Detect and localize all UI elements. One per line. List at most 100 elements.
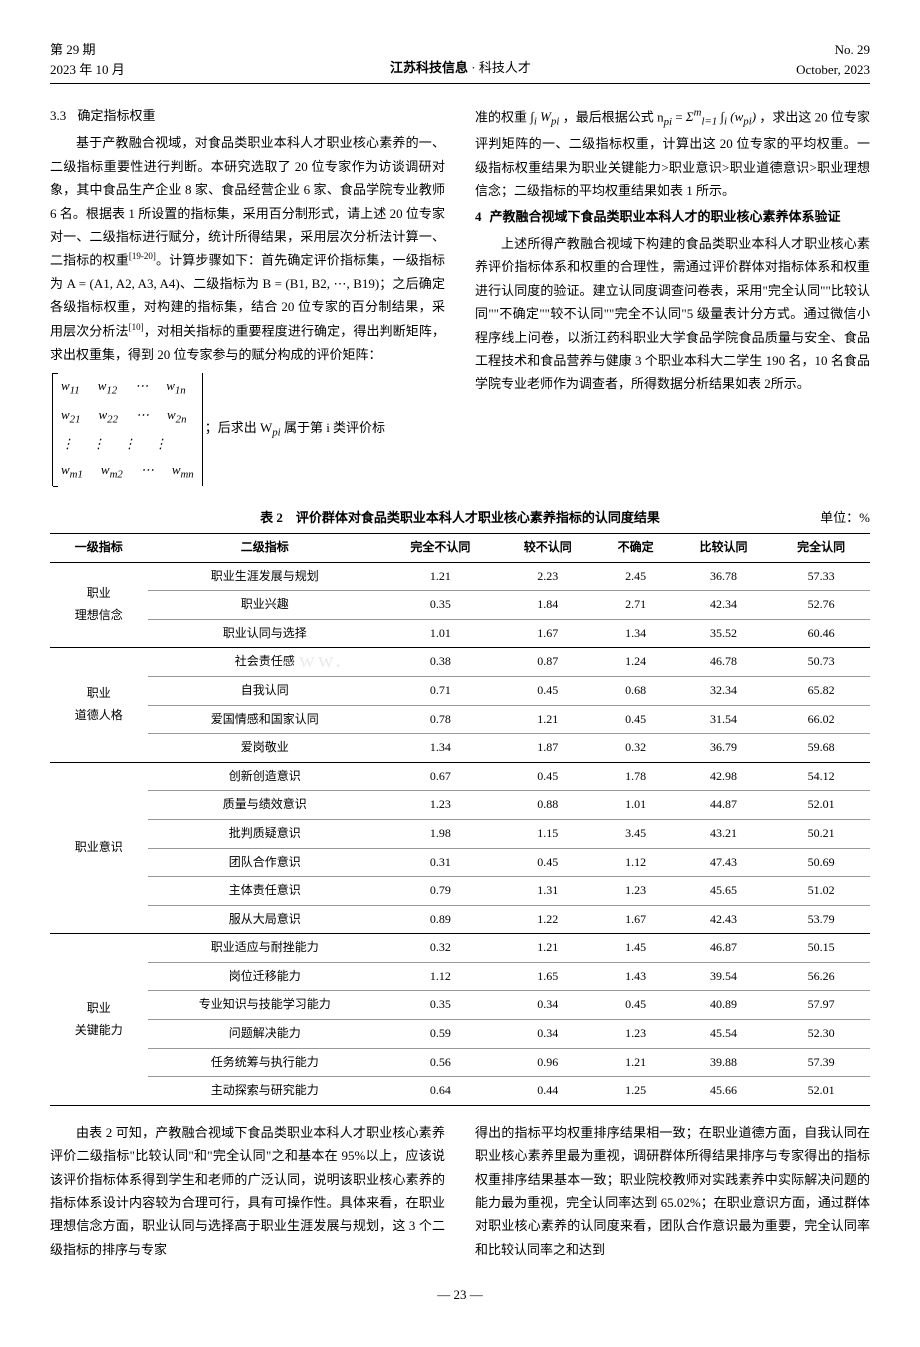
table-cell: 1.01 [597, 791, 675, 820]
table-cell: 42.98 [675, 762, 773, 791]
table-row: 自我认同0.710.450.6832.3465.82 [50, 676, 870, 705]
table-cell: 1.23 [597, 1020, 675, 1049]
table-cell: 57.33 [772, 562, 870, 591]
table-cell: 46.78 [675, 648, 773, 677]
table-cell: 1.15 [499, 819, 597, 848]
table-cell: 0.78 [382, 705, 499, 734]
table-cell: 0.71 [382, 676, 499, 705]
table-cell: 职业生涯发展与规划 [148, 562, 382, 591]
table-cell: 39.88 [675, 1048, 773, 1077]
left-p1: 基于产教融合视域，对食品类职业本科人才职业核心素养的一、二级指标重要性进行判断。… [50, 131, 445, 366]
table-cell: 65.82 [772, 676, 870, 705]
content-top: 3.3 确定指标权重 基于产教融合视域，对食品类职业本科人才职业核心素养的一、二… [50, 104, 870, 491]
header-left: 第 29 期 2023 年 10 月 [50, 40, 125, 79]
right-p2: 上述所得产教融合视域下构建的食品类职业本科人才职业核心素养评价指标体系和权重的合… [475, 232, 870, 396]
table-cell: 66.02 [772, 705, 870, 734]
table-cell: 1.65 [499, 962, 597, 991]
table-cell: 1.25 [597, 1077, 675, 1106]
table-row: 任务统筹与执行能力0.560.961.2139.8857.39 [50, 1048, 870, 1077]
table-cell: 2.71 [597, 591, 675, 620]
page-number: — 23 — [50, 1283, 870, 1306]
journal-name: 江苏科技信息 [390, 60, 468, 75]
table-cell: 服从大局意识 [148, 905, 382, 934]
table-cell: 1.12 [382, 962, 499, 991]
table-cell: 创新创造意识 [148, 762, 382, 791]
table-cell: 0.45 [499, 762, 597, 791]
table-row: 质量与绩效意识1.230.881.0144.8752.01 [50, 791, 870, 820]
issue-cn: 第 29 期 [50, 40, 125, 60]
table-cell: 职业认同与选择 [148, 619, 382, 648]
table-cell: 问题解决能力 [148, 1020, 382, 1049]
table-cell: 1.24 [597, 648, 675, 677]
table-cell: 50.73 [772, 648, 870, 677]
table-cell: 0.44 [499, 1077, 597, 1106]
table-cell: 44.87 [675, 791, 773, 820]
table-cell: 岗位迁移能力 [148, 962, 382, 991]
table-cell: 2.45 [597, 562, 675, 591]
right-column: 准的权重 ∫i Wpi ，最后根据公式 npi = Σml=1 ∫i (wpi)… [475, 104, 870, 491]
table-cell: 专业知识与技能学习能力 [148, 991, 382, 1020]
table-cell: 主动探索与研究能力 [148, 1077, 382, 1106]
table-cell: 36.78 [675, 562, 773, 591]
table-cell: 40.89 [675, 991, 773, 1020]
matrix-after-text: ；后求出 Wpi 属于第 i 类评价标 [205, 416, 385, 443]
table-cell: 1.12 [597, 848, 675, 877]
table-cell: 1.67 [597, 905, 675, 934]
header-center: 江苏科技信息 · 科技人才 [390, 56, 531, 79]
table-cell: 0.45 [597, 991, 675, 1020]
table-cell: 1.34 [597, 619, 675, 648]
bottom-right: 得出的指标平均权重排序结果相一致；在职业道德方面，自我认同在职业核心素养里最为重… [475, 1121, 870, 1263]
matrix-line: w11w12⋯w1n w21w22⋯w2n ⋮⋮⋮⋮ wm1wm2⋯wmn ；后… [50, 368, 445, 491]
table-cell: 0.34 [499, 991, 597, 1020]
matrix: w11w12⋯w1n w21w22⋯w2n ⋮⋮⋮⋮ wm1wm2⋯wmn [52, 373, 203, 486]
table-cell: 0.67 [382, 762, 499, 791]
table-cell: 1.21 [382, 562, 499, 591]
table-cell: 0.32 [382, 934, 499, 963]
section-title: 确定指标权重 [78, 108, 156, 123]
table-row: 职业兴趣0.351.842.7142.3452.76 [50, 591, 870, 620]
table-cell: 57.97 [772, 991, 870, 1020]
content-bottom: 由表 2 可知，产教融合视域下食品类职业本科人才职业核心素养评价二级指标"比较认… [50, 1121, 870, 1263]
table-cell: 自我认同 [148, 676, 382, 705]
table-cell: 54.12 [772, 762, 870, 791]
table-cell: 0.45 [499, 676, 597, 705]
table-row: 职业意识创新创造意识0.670.451.7842.9854.12 [50, 762, 870, 791]
table-cell: 1.31 [499, 877, 597, 906]
table-cell: 1.98 [382, 819, 499, 848]
table-unit: 单位：% [820, 506, 870, 529]
table-header-row: 一级指标二级指标完全不认同较不认同不确定比较认同完全认同 [50, 533, 870, 562]
table-cell: 0.45 [499, 848, 597, 877]
group-cell: 职业理想信念 [50, 562, 148, 648]
table-col-header: 不确定 [597, 533, 675, 562]
table-2-caption: 表 2 评价群体对食品类职业本科人才职业核心素养指标的认同度结果 单位：% [50, 506, 870, 529]
table-cell: 爱国情感和国家认同 [148, 705, 382, 734]
table-cell: 0.64 [382, 1077, 499, 1106]
table-cell: 1.67 [499, 619, 597, 648]
table-cell: 质量与绩效意识 [148, 791, 382, 820]
group-cell: 职业道德人格 [50, 648, 148, 762]
table-row: 爱国情感和国家认同0.781.210.4531.5466.02 [50, 705, 870, 734]
table-cell: 50.21 [772, 819, 870, 848]
table-2-wrapper: 表 2 评价群体对食品类职业本科人才职业核心素养指标的认同度结果 单位：% 一级… [50, 506, 870, 1106]
table-cell: 0.68 [597, 676, 675, 705]
table-cell: 0.38 [382, 648, 499, 677]
left-column: 3.3 确定指标权重 基于产教融合视域，对食品类职业本科人才职业核心素养的一、二… [50, 104, 445, 491]
table-cell: 52.76 [772, 591, 870, 620]
group-cell: 职业意识 [50, 762, 148, 934]
table-cell: 0.59 [382, 1020, 499, 1049]
table-cell: 主体责任意识 [148, 877, 382, 906]
sec4-title: 产教融合视域下食品类职业本科人才的职业核心素养体系验证 [490, 209, 841, 224]
table-cell: 0.32 [597, 734, 675, 763]
table-cell: 1.21 [499, 934, 597, 963]
table-cell: 0.34 [499, 1020, 597, 1049]
table-row: 团队合作意识0.310.451.1247.4350.69 [50, 848, 870, 877]
table-col-header: 完全不认同 [382, 533, 499, 562]
table-cell: 50.69 [772, 848, 870, 877]
table-cell: 53.79 [772, 905, 870, 934]
table-cell: 1.78 [597, 762, 675, 791]
table-cell: 39.54 [675, 962, 773, 991]
table-cell: 社会责任感 [148, 648, 382, 677]
section-num: 3.3 [50, 108, 66, 123]
table-cell: 57.39 [772, 1048, 870, 1077]
table-cell: 0.31 [382, 848, 499, 877]
